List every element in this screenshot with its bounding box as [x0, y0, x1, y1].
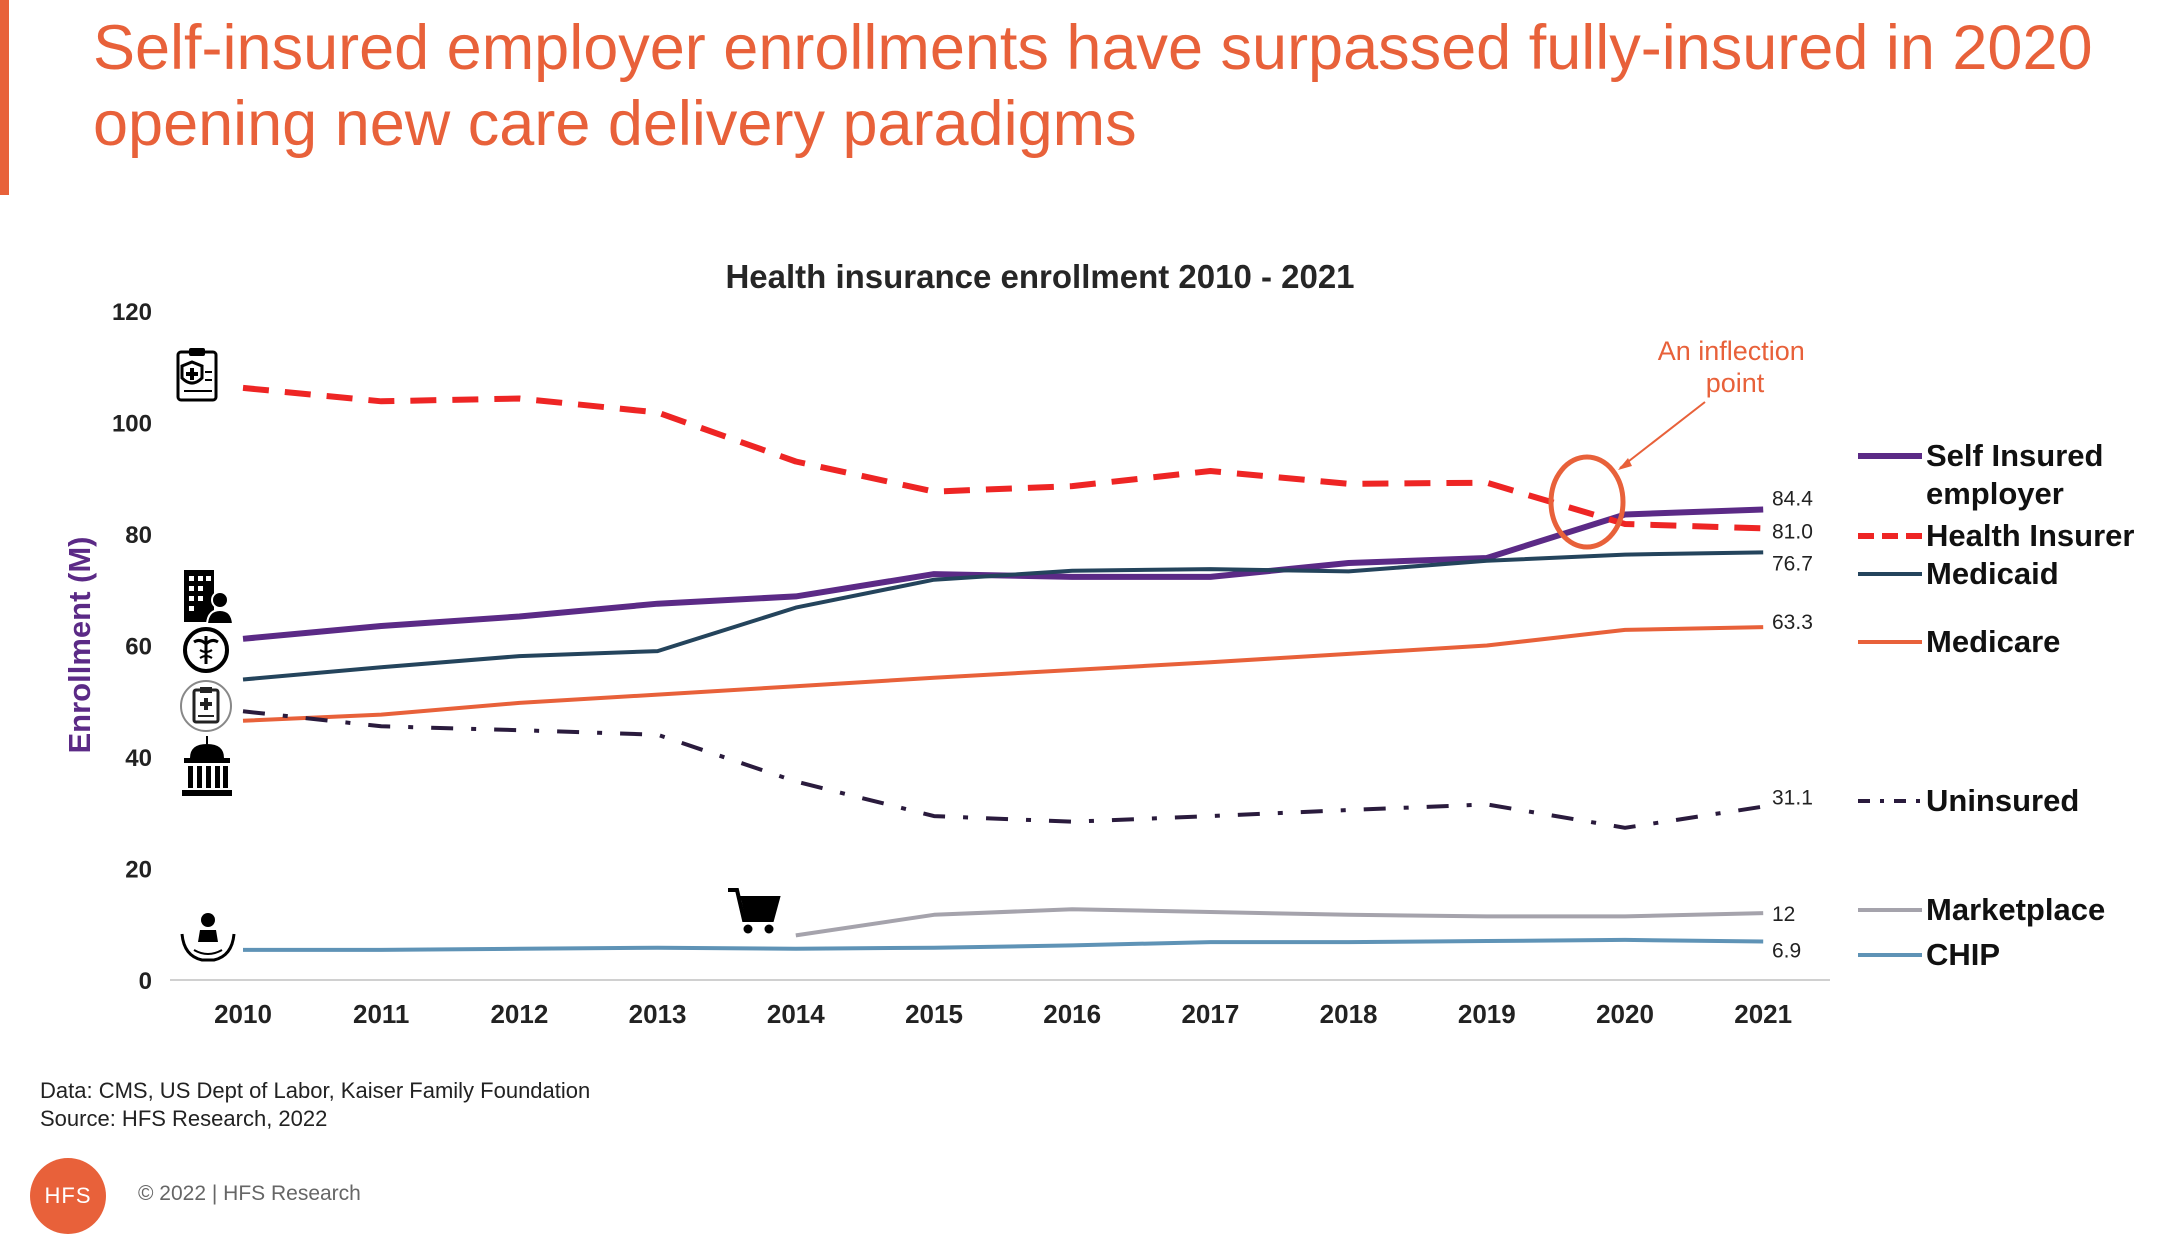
y-tick-label: 100 [112, 411, 152, 438]
end-label-medicaid: 76.7 [1772, 552, 1813, 575]
end-label-health-insurer: 81.0 [1772, 520, 1813, 543]
data-note: Data: CMS, US Dept of Labor, Kaiser Fami… [40, 1078, 591, 1103]
legend-label-marketplace: Marketplace [1926, 892, 2105, 927]
hfs-logo: HFS [30, 1158, 106, 1234]
y-tick-label: 20 [125, 857, 152, 884]
legend-label-health-insurer: Health Insurer [1926, 518, 2134, 553]
legend-label-medicare: Medicare [1926, 624, 2060, 659]
child-care-hands-icon [180, 913, 236, 962]
x-axis-ticks: 2010 2011 2012 2013 2014 2015 2016 2017 2018 2019… [214, 999, 1792, 1029]
inflection-circle [1548, 454, 1626, 550]
series-line-marketplace [795, 907, 1764, 938]
hospital-doctor-icon [184, 570, 235, 625]
inflection-annotation: An inflection point [1548, 336, 1813, 550]
y-tick-label: 60 [125, 634, 152, 661]
series-line-chip [243, 937, 1764, 952]
inflection-arrowhead [1618, 458, 1632, 470]
medical-clipboard-icon [180, 680, 232, 732]
y-tick-label: 80 [125, 522, 152, 549]
x-tick-label: 2011 [353, 999, 409, 1029]
caduceus-icon [183, 627, 229, 673]
x-tick-label: 2021 [1734, 999, 1792, 1029]
copyright-text: © 2022 | HFS Research [138, 1182, 361, 1205]
inflection-label: An inflection point [1658, 336, 1813, 398]
slide-title: Self-insured employer enrollments have s… [93, 13, 2093, 159]
series-lines [242, 384, 1764, 952]
x-tick-label: 2019 [1458, 999, 1516, 1029]
series-line-medicare [242, 625, 1764, 723]
chart-title: Health insurance enrollment 2010 - 2021 [725, 258, 1354, 295]
x-tick-label: 2017 [1181, 999, 1239, 1029]
series-line-uninsured [242, 709, 1764, 830]
x-tick-label: 2015 [905, 999, 963, 1029]
x-tick-label: 2016 [1043, 999, 1101, 1029]
series-line-medicaid [242, 550, 1764, 682]
shopping-cart-icon [728, 888, 781, 934]
end-label-uninsured: 31.1 [1772, 787, 1813, 810]
end-label-self-insured-employer: 84.4 [1772, 487, 1813, 510]
legend-label-self-insured-employer: Self Insured employer [1926, 438, 2103, 511]
end-label-marketplace: 12 [1772, 903, 1795, 926]
y-tick-label: 120 [112, 299, 152, 326]
y-axis-label: Enrollment (M) [62, 537, 97, 754]
legend-label-uninsured: Uninsured [1926, 783, 2079, 818]
government-building-icon [182, 736, 232, 796]
accent-bar [0, 0, 9, 195]
x-tick-label: 2010 [214, 999, 272, 1029]
y-tick-label: 0 [139, 968, 152, 995]
source-note: Source: HFS Research, 2022 [40, 1106, 328, 1131]
inflection-arrow [1619, 401, 1706, 469]
x-tick-label: 2014 [767, 999, 825, 1029]
x-tick-label: 2020 [1596, 999, 1654, 1029]
x-tick-label: 2012 [490, 999, 548, 1029]
end-label-chip: 6.9 [1772, 940, 1801, 963]
insurance-document-icon [176, 348, 218, 402]
series-line-health-insurer [242, 384, 1764, 532]
end-labels: 84.4 81.0 76.7 63.3 31.1 12 6.9 [1772, 487, 1813, 962]
legend-label-chip: CHIP [1926, 937, 2000, 972]
y-axis-ticks: 0 20 40 60 80 100 120 [112, 299, 152, 995]
x-tick-label: 2018 [1320, 999, 1378, 1029]
y-tick-label: 40 [125, 745, 152, 772]
legend-label-medicaid: Medicaid [1926, 556, 2059, 591]
end-label-medicare: 63.3 [1772, 611, 1813, 634]
x-tick-label: 2013 [629, 999, 687, 1029]
